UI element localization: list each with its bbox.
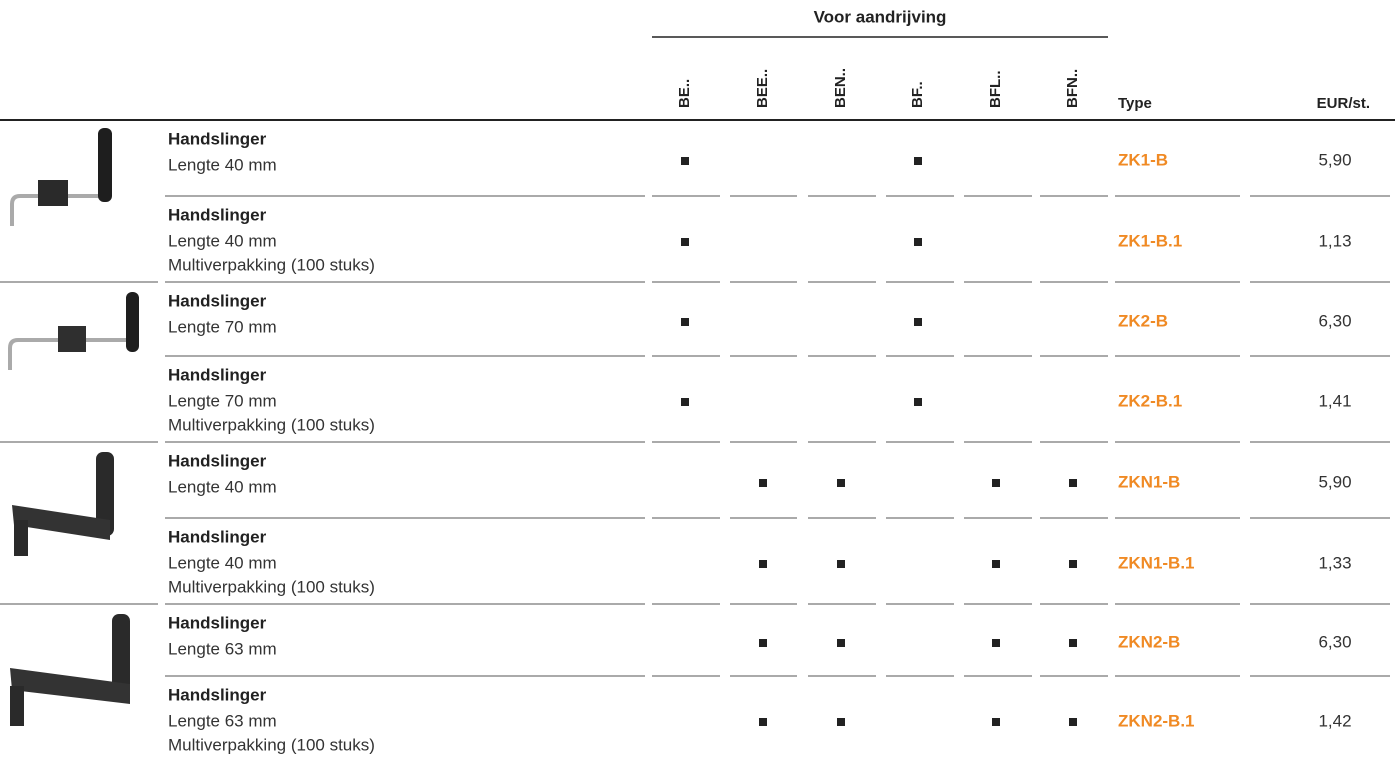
compat-mark <box>837 560 845 568</box>
product-name: Handslinger <box>168 205 267 224</box>
price: 5,90 <box>1318 472 1351 491</box>
compat-mark <box>681 318 689 326</box>
compat-mark <box>1069 718 1077 726</box>
product-name: Handslinger <box>168 613 267 632</box>
compat-mark <box>1069 639 1077 647</box>
product-name: Handslinger <box>168 129 267 148</box>
compat-mark <box>992 560 1000 568</box>
group-header: Voor aandrijving <box>814 7 947 26</box>
product-name: Handslinger <box>168 291 267 310</box>
price: 5,90 <box>1318 150 1351 169</box>
type-code: ZKN1-B <box>1118 472 1180 491</box>
price: 1,42 <box>1318 711 1351 730</box>
image-column <box>0 128 158 726</box>
compat-mark <box>759 479 767 487</box>
compat-mark <box>837 718 845 726</box>
compat-mark <box>759 639 767 647</box>
type-code: ZKN1-B.1 <box>1118 553 1195 572</box>
compat-mark <box>1069 560 1077 568</box>
compat-mark <box>992 718 1000 726</box>
price: 6,30 <box>1318 632 1351 651</box>
product-name: Handslinger <box>168 365 267 384</box>
type-code: ZKN2-B <box>1118 632 1180 651</box>
product-detail: Lengte 63 mm <box>168 639 277 658</box>
compat-mark <box>992 639 1000 647</box>
compat-mark <box>759 718 767 726</box>
price: 1,41 <box>1318 391 1351 410</box>
product-detail: Lengte 63 mm <box>168 711 277 730</box>
type-header: Type <box>1118 95 1152 112</box>
product-name: Handslinger <box>168 451 267 470</box>
price: 1,33 <box>1318 553 1351 572</box>
price: 6,30 <box>1318 311 1351 330</box>
type-code: ZK2-B.1 <box>1118 391 1182 410</box>
compat-mark <box>914 318 922 326</box>
compat-mark <box>681 398 689 406</box>
product-detail: Multiverpakking (100 stuks) <box>168 577 375 596</box>
price-header: EUR/st. <box>1317 95 1370 112</box>
product-detail: Lengte 40 mm <box>168 553 277 572</box>
price: 1,13 <box>1318 231 1351 250</box>
compat-mark <box>1069 479 1077 487</box>
product-detail: Lengte 70 mm <box>168 317 277 336</box>
product-detail: Lengte 40 mm <box>168 155 277 174</box>
column-header: BFN.. <box>1064 69 1081 108</box>
column-header: BEE.. <box>754 69 771 108</box>
type-code: ZKN2-B.1 <box>1118 711 1195 730</box>
product-detail: Multiverpakking (100 stuks) <box>168 735 375 754</box>
column-header: BEN.. <box>832 68 849 108</box>
compat-mark <box>759 560 767 568</box>
column-header: BF.. <box>909 81 926 108</box>
type-code: ZK1-B <box>1118 150 1168 169</box>
type-code: ZK1-B.1 <box>1118 231 1182 250</box>
product-detail: Multiverpakking (100 stuks) <box>168 255 375 274</box>
compat-mark <box>914 398 922 406</box>
compat-mark <box>837 479 845 487</box>
product-detail: Lengte 70 mm <box>168 391 277 410</box>
product-name: Handslinger <box>168 527 267 546</box>
column-header: BFL.. <box>987 71 1004 109</box>
compat-mark <box>914 238 922 246</box>
compat-mark <box>992 479 1000 487</box>
product-detail: Lengte 40 mm <box>168 231 277 250</box>
compat-mark <box>837 639 845 647</box>
compat-mark <box>914 157 922 165</box>
column-header: BE.. <box>676 79 693 108</box>
product-detail: Multiverpakking (100 stuks) <box>168 415 375 434</box>
product-name: Handslinger <box>168 685 267 704</box>
compat-mark <box>681 238 689 246</box>
compat-mark <box>681 157 689 165</box>
product-detail: Lengte 40 mm <box>168 477 277 496</box>
type-code: ZK2-B <box>1118 311 1168 330</box>
